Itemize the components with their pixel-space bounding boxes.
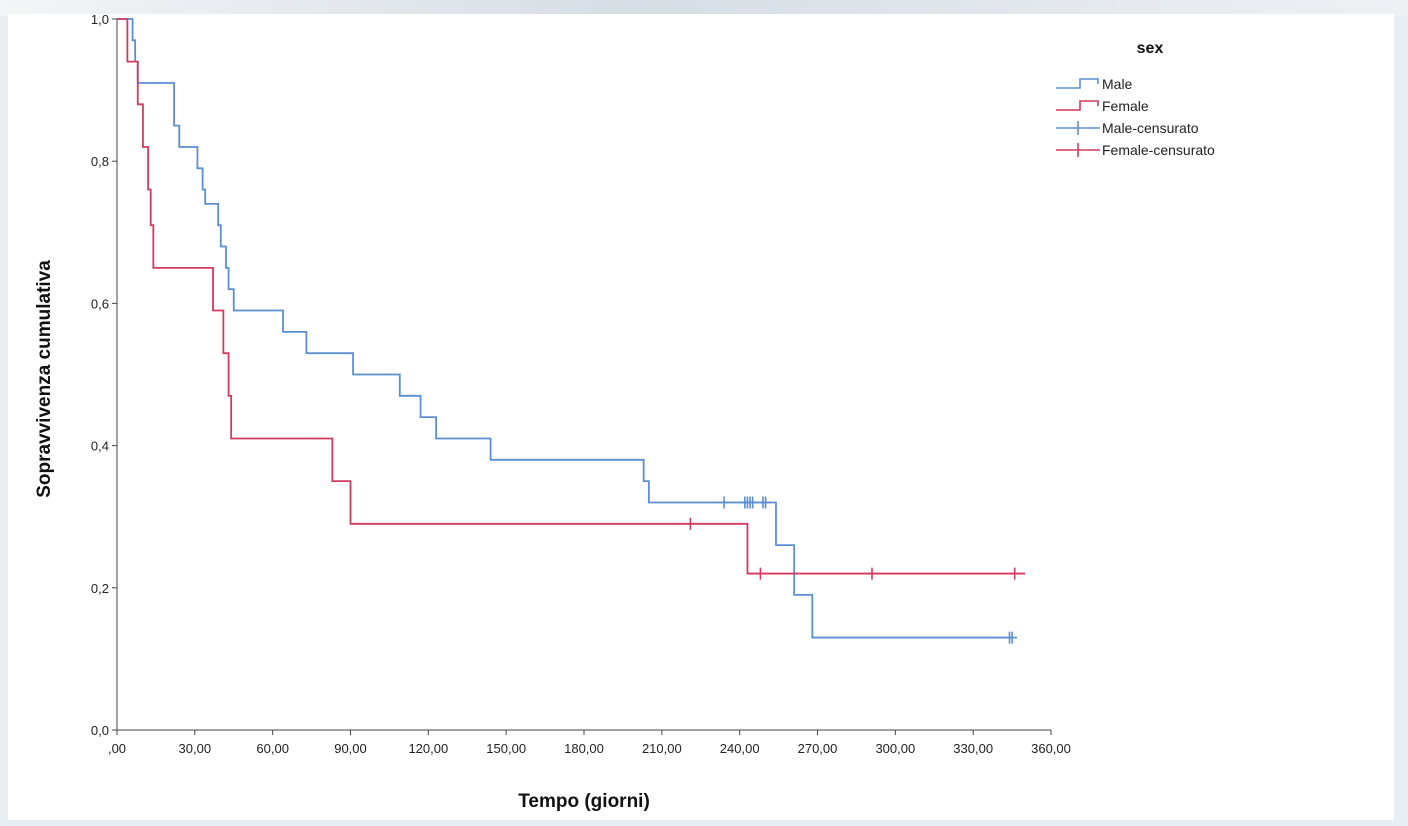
legend-censor-symbol <box>1056 121 1100 135</box>
y-tick-label: 0,0 <box>91 723 109 738</box>
x-tick-label: 30,00 <box>179 741 212 756</box>
x-tick-label: ,00 <box>108 741 126 756</box>
survival-chart: ,00 30,00 60,00 90,00 120,00 150,00 180,00 210,… <box>34 14 1215 812</box>
plot-area <box>117 18 1026 644</box>
legend-item: Female-censurato <box>1056 142 1215 158</box>
male-censor-mark <box>760 496 771 509</box>
legend-item: Male-censurato <box>1056 120 1199 136</box>
x-tick-label: 60,00 <box>256 741 289 756</box>
legend-line-symbol <box>1056 78 1099 89</box>
female-survival-line <box>117 18 1026 575</box>
x-tick-label: 90,00 <box>334 741 367 756</box>
x-tick-label: 270,00 <box>798 741 838 756</box>
legend-label: Female <box>1102 98 1149 114</box>
y-tick-label: 1,0 <box>91 14 109 27</box>
legend-item: Female <box>1056 98 1149 114</box>
legend-label: Male-censurato <box>1102 120 1199 136</box>
x-tick-label: 120,00 <box>408 741 448 756</box>
x-tick-label: 240,00 <box>720 741 760 756</box>
male-survival-line <box>117 18 1013 639</box>
legend-title: sex <box>1137 40 1164 57</box>
y-tick-label: 0,8 <box>91 154 109 169</box>
legend-line-symbol <box>1056 100 1099 111</box>
male-censor-mark <box>747 496 758 509</box>
legend-censor-symbol <box>1056 143 1100 157</box>
male-censor-mark <box>719 496 730 509</box>
x-tick-label: 180,00 <box>564 741 604 756</box>
legend-item: Male <box>1056 76 1133 92</box>
background-strip <box>0 0 1408 16</box>
y-tick-label: 0,2 <box>91 581 109 596</box>
x-tick-label: 210,00 <box>642 741 682 756</box>
female-censor-mark <box>1009 567 1020 580</box>
y-tick-label: 0,6 <box>91 296 109 311</box>
x-axis-title: Tempo (giorni) <box>518 791 650 812</box>
legend: sex Male Female Male-censurato Female-censu… <box>1056 40 1215 158</box>
x-tick-label: 330,00 <box>953 741 993 756</box>
female-censor-mark <box>755 567 766 580</box>
y-tick-label: 0,4 <box>91 439 109 454</box>
chart-panel: ,00 30,00 60,00 90,00 120,00 150,00 180,00 210,… <box>8 14 1394 820</box>
x-tick-label: 360,00 <box>1031 741 1071 756</box>
female-censor-mark <box>866 567 877 580</box>
legend-label: Female-censurato <box>1102 142 1215 158</box>
female-censor-mark <box>685 517 696 530</box>
legend-label: Male <box>1102 76 1133 92</box>
male-censor-mark <box>1007 631 1018 644</box>
x-tick-label: 300,00 <box>875 741 915 756</box>
y-axis-title: Sopravvivenza cumulativa <box>34 260 55 498</box>
axes: ,00 30,00 60,00 90,00 120,00 150,00 180,00 210,… <box>91 14 1071 756</box>
x-tick-label: 150,00 <box>486 741 526 756</box>
